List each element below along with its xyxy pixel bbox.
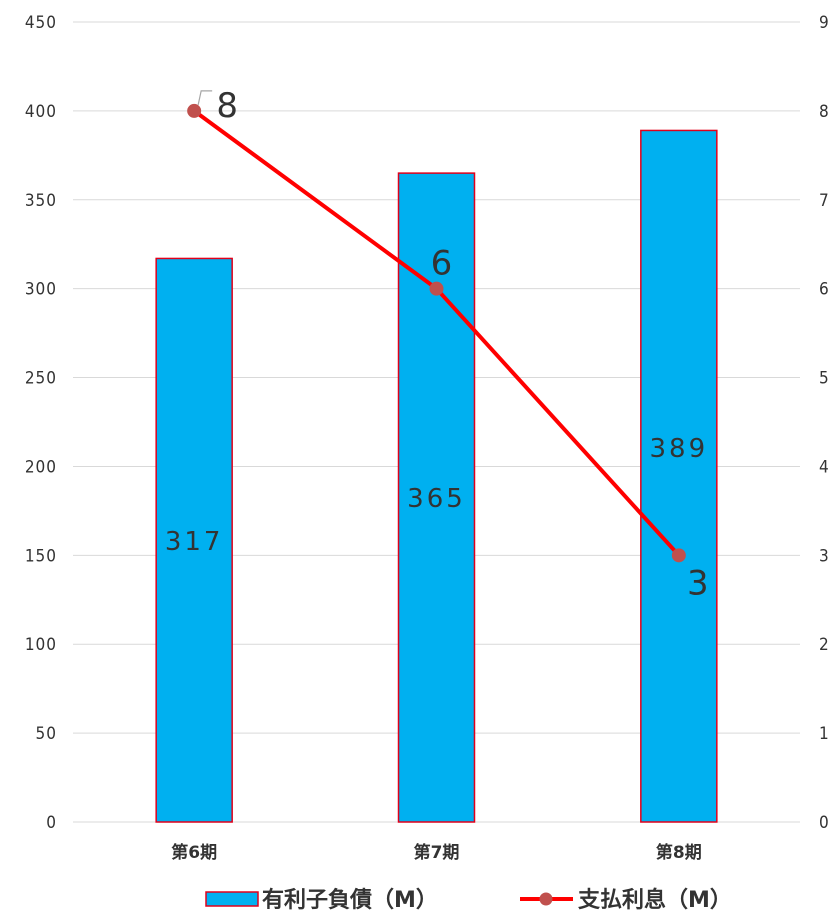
bar: [640, 129, 718, 823]
line-value-label: 8: [216, 86, 238, 126]
right-tick-label: 2: [819, 635, 830, 655]
line-marker: [429, 281, 444, 296]
left-tick-label: 200: [25, 457, 57, 477]
right-tick-label: 8: [819, 102, 830, 122]
left-tick-label: 250: [25, 369, 57, 389]
line-value-label: 6: [431, 244, 453, 284]
legend-bar-swatch: [205, 891, 259, 907]
line-value-label: 3: [687, 563, 709, 603]
right-tick-label: 6: [819, 280, 830, 300]
category-axis-labels: 第6期 第7期 第8期: [171, 842, 702, 863]
left-tick-label: 50: [36, 724, 57, 744]
left-tick-label: 150: [25, 546, 57, 566]
right-tick-label: 4: [819, 457, 830, 477]
right-tick-label: 5: [819, 369, 830, 389]
category-label: 第6期: [171, 842, 217, 863]
left-tick-label: 400: [25, 102, 57, 122]
bar: [155, 257, 233, 823]
bar-value-label: 317: [165, 527, 224, 557]
right-tick-label: 7: [819, 191, 830, 211]
left-tick-label: 0: [46, 813, 57, 833]
bar-data-labels: 317 365 389: [165, 434, 709, 557]
left-tick-label: 450: [25, 13, 57, 33]
legend-line-label: 支払利息（M）: [578, 887, 732, 913]
line-data-labels: 8 6 3: [197, 86, 709, 603]
bar-value-label: 365: [407, 484, 466, 514]
legend-line-marker: [539, 892, 553, 906]
left-axis-ticks: 0 50 100 150 200 250 300 350 400 450: [25, 13, 57, 833]
line-marker: [187, 103, 202, 118]
right-tick-label: 9: [819, 13, 830, 33]
bar: [397, 172, 476, 823]
bar-value-label: 389: [650, 434, 709, 464]
line-series: [187, 103, 686, 563]
legend-bar-label: 有利子負債（M）: [262, 887, 438, 913]
right-axis-ticks: 0 1 2 3 4 5 6 7 8 9: [819, 13, 830, 833]
label-leader-line: [197, 90, 213, 106]
category-label: 第8期: [656, 842, 702, 863]
left-tick-label: 100: [25, 635, 57, 655]
line-marker: [671, 548, 686, 563]
category-label: 第7期: [414, 842, 460, 863]
bar-series: [155, 129, 718, 823]
left-tick-label: 350: [25, 191, 57, 211]
legend: 有利子負債（M） 支払利息（M）: [205, 887, 732, 913]
right-tick-label: 1: [819, 724, 830, 744]
right-tick-label: 3: [819, 546, 830, 566]
left-tick-label: 300: [25, 280, 57, 300]
right-tick-label: 0: [819, 813, 830, 833]
